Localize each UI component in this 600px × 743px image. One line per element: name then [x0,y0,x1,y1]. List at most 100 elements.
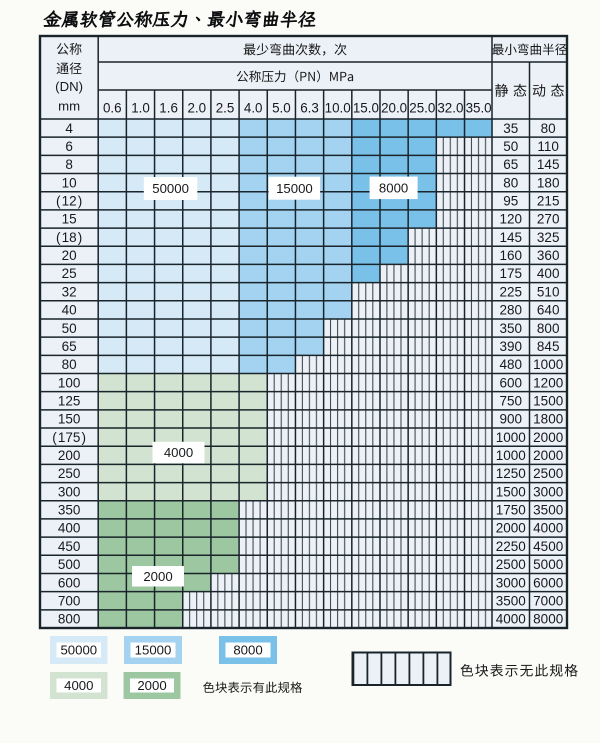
svg-text:2.5: 2.5 [216,101,235,116]
svg-text:400: 400 [58,521,81,536]
svg-text:3500: 3500 [533,503,563,518]
svg-text:( 18 ): ( 18 ) [56,230,82,245]
svg-text:390: 390 [500,339,523,354]
svg-text:1200: 1200 [533,375,563,390]
svg-text:160: 160 [500,248,523,263]
svg-text:4500: 4500 [533,539,563,554]
svg-text:4000: 4000 [164,445,193,460]
svg-text:15: 15 [62,212,77,227]
svg-text:65: 65 [62,339,77,354]
svg-text:80: 80 [541,121,556,136]
svg-text:7000: 7000 [533,593,563,608]
svg-text:5000: 5000 [533,557,563,572]
svg-text:6: 6 [65,139,73,154]
svg-text:0.6: 0.6 [103,101,122,116]
svg-text:8000: 8000 [379,180,408,195]
svg-text:80: 80 [503,175,518,190]
svg-text:2250: 2250 [496,539,526,554]
svg-text:800: 800 [58,612,81,627]
svg-text:8: 8 [65,157,73,172]
svg-text:32.0: 32.0 [437,101,463,116]
svg-text:350: 350 [500,321,523,336]
svg-text:6.3: 6.3 [300,101,319,116]
svg-text:1000: 1000 [496,448,526,463]
svg-text:4000: 4000 [533,521,563,536]
svg-text:15.0: 15.0 [353,101,379,116]
svg-text:6000: 6000 [533,575,563,590]
svg-text:1000: 1000 [533,357,563,372]
svg-text:480: 480 [500,357,523,372]
svg-text:1500: 1500 [533,394,563,409]
svg-text:32: 32 [62,284,77,299]
svg-text:250: 250 [58,466,81,481]
svg-text:800: 800 [537,321,560,336]
svg-text:700: 700 [58,593,81,608]
svg-text:2500: 2500 [533,466,563,481]
svg-text:640: 640 [537,303,560,318]
svg-text:8000: 8000 [233,643,262,658]
svg-text:mm: mm [58,99,80,114]
svg-text:80: 80 [62,357,77,372]
svg-text:10.0: 10.0 [325,101,351,116]
svg-text:200: 200 [58,448,81,463]
svg-text:(DN): (DN) [55,79,83,94]
svg-text:450: 450 [58,539,81,554]
svg-text:65: 65 [503,157,518,172]
svg-text:1750: 1750 [496,503,526,518]
svg-text:1.0: 1.0 [131,101,150,116]
svg-text:15000: 15000 [276,181,313,196]
svg-text:750: 750 [500,394,523,409]
svg-text:600: 600 [58,575,81,590]
svg-text:400: 400 [537,266,560,281]
svg-text:125: 125 [58,394,81,409]
svg-text:25.0: 25.0 [409,101,435,116]
svg-text:35.0: 35.0 [466,101,492,116]
svg-text:3000: 3000 [533,484,563,499]
svg-text:4000: 4000 [64,678,93,693]
svg-text:50: 50 [62,321,77,336]
svg-text:2000: 2000 [496,521,526,536]
svg-text:2500: 2500 [496,557,526,572]
svg-text:3000: 3000 [496,575,526,590]
svg-text:15000: 15000 [135,643,172,658]
svg-text:500: 500 [58,557,81,572]
svg-text:110: 110 [537,139,559,154]
svg-text:175: 175 [500,266,523,281]
svg-text:10: 10 [62,175,77,190]
svg-text:300: 300 [58,484,81,499]
svg-text:( 175 ): ( 175 ) [52,430,86,445]
svg-text:900: 900 [500,412,523,427]
svg-text:1000: 1000 [496,430,526,445]
svg-text:1800: 1800 [533,412,563,427]
svg-text:1.6: 1.6 [159,101,178,116]
svg-text:2000: 2000 [533,430,563,445]
svg-text:25: 25 [62,266,77,281]
svg-text:600: 600 [500,375,523,390]
svg-text:50: 50 [503,139,518,154]
svg-text:8000: 8000 [533,612,563,627]
svg-text:20.0: 20.0 [381,101,407,116]
svg-text:5.0: 5.0 [272,101,291,116]
svg-text:2000: 2000 [533,448,563,463]
svg-text:150: 150 [58,412,81,427]
svg-text:4.0: 4.0 [244,101,263,116]
svg-text:215: 215 [537,194,560,209]
svg-text:4: 4 [65,121,73,136]
svg-text:325: 325 [537,230,560,245]
svg-text:50000: 50000 [60,643,97,658]
svg-text:( 12 ): ( 12 ) [56,194,82,209]
svg-text:180: 180 [537,175,560,190]
svg-text:2000: 2000 [137,678,166,693]
svg-text:40: 40 [62,303,77,318]
svg-text:95: 95 [503,194,518,209]
svg-text:270: 270 [537,212,560,227]
svg-text:120: 120 [500,212,523,227]
svg-text:4000: 4000 [496,612,526,627]
svg-text:225: 225 [500,284,523,299]
svg-text:100: 100 [58,375,81,390]
svg-text:280: 280 [500,303,523,318]
svg-text:3500: 3500 [496,593,526,608]
svg-text:1500: 1500 [496,484,526,499]
svg-text:845: 845 [537,339,560,354]
svg-text:20: 20 [62,248,77,263]
